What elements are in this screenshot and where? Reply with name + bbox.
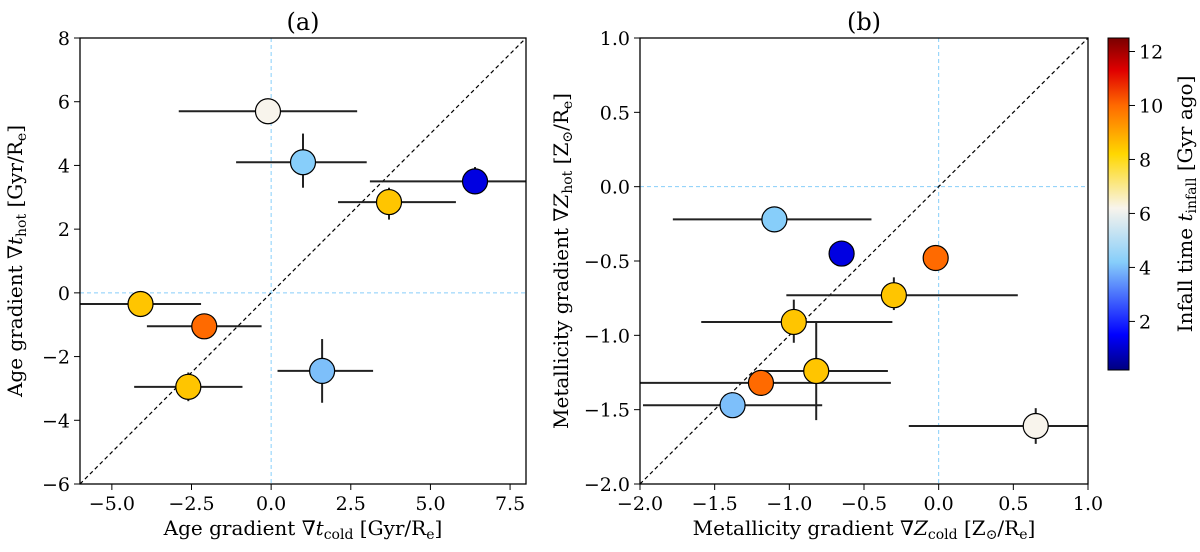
y-tick-label: −1.5 bbox=[584, 400, 630, 422]
panel-a-errorbars bbox=[80, 110, 526, 403]
x-tick-label: 0.0 bbox=[256, 493, 286, 515]
colorbar-tick-label: 8 bbox=[1139, 149, 1151, 171]
colorbar-tick-label: 12 bbox=[1139, 41, 1163, 63]
one-to-one-line bbox=[640, 38, 1088, 484]
data-point bbox=[1022, 412, 1049, 440]
data-point bbox=[309, 357, 336, 385]
data-point bbox=[175, 373, 202, 400]
x-tick-label: −1.5 bbox=[692, 493, 738, 515]
y-tick-label: 2 bbox=[58, 219, 70, 241]
y-tick-label: −0.5 bbox=[584, 251, 630, 273]
panel-b-diagonal bbox=[640, 38, 1088, 484]
panel-b-points bbox=[719, 206, 1049, 440]
x-tick-label: 1.0 bbox=[1073, 493, 1103, 515]
y-tick-label: 8 bbox=[58, 28, 70, 50]
y-tick-label: 0.0 bbox=[600, 177, 630, 199]
panel-b-ylabel: Metallicity gradient ∇Zhot [Z⊙/Re] bbox=[549, 93, 576, 429]
x-tick-label: 0.5 bbox=[998, 493, 1028, 515]
panel-b-xlabel: Metallicity gradient ∇Zcold [Z⊙/Re] bbox=[693, 516, 1036, 543]
data-point bbox=[922, 244, 949, 272]
panel-a: (a) −5.0 −2.5 0.0 2.5 5.0 7.5 −6 −4 −2 0 2 4 6 8 Age… bbox=[3, 8, 527, 543]
panel-b-xticks: −2.0 −1.5 −1.0 −0.5 0.0 0.5 1.0 bbox=[617, 484, 1103, 515]
panel-a-yticks: −6 −4 −2 0 2 4 6 8 bbox=[42, 28, 80, 496]
colorbar-tick-label: 4 bbox=[1139, 257, 1151, 279]
x-tick-label: −5.0 bbox=[89, 493, 135, 515]
one-to-one-line bbox=[80, 38, 526, 484]
x-tick-label: 5.0 bbox=[415, 493, 445, 515]
panel-a-xticks: −5.0 −2.5 0.0 2.5 5.0 7.5 bbox=[89, 484, 525, 515]
data-point bbox=[461, 168, 489, 195]
data-point bbox=[747, 369, 775, 397]
data-point bbox=[880, 282, 907, 309]
y-tick-label: 6 bbox=[58, 92, 70, 114]
data-point bbox=[803, 357, 830, 385]
data-point bbox=[719, 392, 746, 419]
y-tick-label: −1.0 bbox=[584, 325, 630, 347]
x-tick-label: −2.0 bbox=[617, 493, 663, 515]
data-point bbox=[191, 313, 218, 340]
y-tick-label: −2 bbox=[42, 347, 70, 369]
x-tick-label: −0.5 bbox=[841, 493, 887, 515]
y-tick-label: −4 bbox=[42, 410, 70, 432]
data-point bbox=[375, 188, 403, 216]
x-tick-label: −2.5 bbox=[168, 493, 214, 515]
panel-b-errorbars bbox=[640, 211, 1088, 444]
panel-a-title: (a) bbox=[286, 8, 319, 36]
x-tick-label: 2.5 bbox=[336, 493, 366, 515]
panel-a-frame bbox=[79, 37, 527, 485]
colorbar-tick-label: 2 bbox=[1139, 311, 1151, 333]
colorbar-gradient bbox=[1107, 37, 1130, 371]
colorbar-label: Infall time tinfall [Gyr ago] bbox=[1173, 76, 1200, 333]
data-point bbox=[780, 308, 807, 336]
data-point bbox=[127, 290, 154, 318]
colorbar: 2 4 6 8 10 12 Infall time tinfall [Gyr ago] bbox=[1107, 37, 1200, 371]
data-point bbox=[761, 206, 788, 233]
panel-a-ylabel: Age gradient ∇thot [Gyr/Re] bbox=[3, 125, 30, 398]
y-tick-label: 0.5 bbox=[600, 102, 630, 124]
panel-b-title: (b) bbox=[847, 8, 881, 36]
colorbar-tick-label: 10 bbox=[1139, 95, 1163, 117]
data-point bbox=[289, 149, 317, 176]
x-tick-label: 0.0 bbox=[924, 493, 954, 515]
data-point bbox=[254, 98, 282, 125]
y-tick-label: 1.0 bbox=[600, 28, 630, 50]
panel-a-diagonal bbox=[80, 38, 526, 484]
colorbar-tick-label: 6 bbox=[1139, 203, 1151, 225]
x-tick-label: 7.5 bbox=[495, 493, 525, 515]
panel-b-zero-lines bbox=[640, 38, 1088, 484]
panel-a-zero-lines bbox=[80, 38, 526, 484]
panel-a-points bbox=[127, 98, 489, 400]
y-tick-label: −2.0 bbox=[584, 474, 630, 496]
x-tick-label: −1.0 bbox=[766, 493, 812, 515]
colorbar-ticks: 2 4 6 8 10 12 bbox=[1129, 41, 1163, 333]
panel-a-xlabel: Age gradient ∇tcold [Gyr/Re] bbox=[163, 516, 443, 543]
y-tick-label: −6 bbox=[42, 474, 70, 496]
data-point bbox=[828, 240, 855, 267]
y-tick-label: 4 bbox=[58, 155, 70, 177]
y-tick-label: 0 bbox=[58, 283, 70, 305]
panel-b-yticks: −2.0 −1.5 −1.0 −0.5 0.0 0.5 1.0 bbox=[584, 28, 640, 496]
panel-b: (b) −2.0 −1.5 −1.0 −0.5 0.0 0.5 1.0 −2.0 −1.5 −1… bbox=[549, 8, 1103, 543]
